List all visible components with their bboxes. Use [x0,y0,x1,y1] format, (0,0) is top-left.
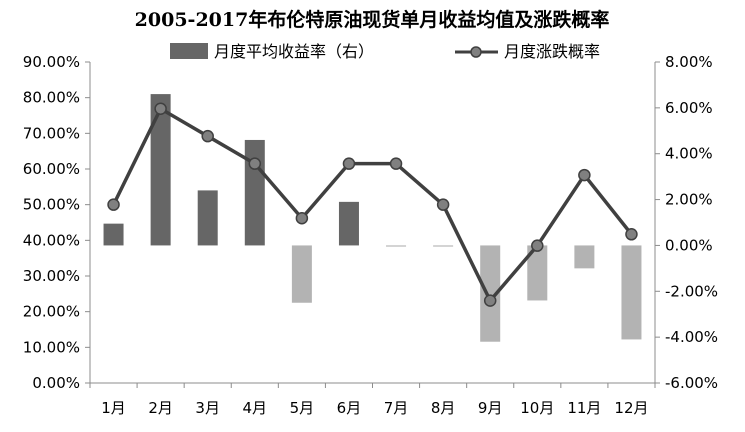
legend-swatch-bar [170,43,208,59]
right-tick-label: 2.00% [665,191,713,209]
chart-title: 2005-2017年布伦特原油现货单月收益均值及涨跌概率 [135,8,610,31]
left-tick-label: 30.00% [23,267,80,285]
bar [433,245,454,247]
x-tick-label: 2月 [148,399,173,417]
bar [386,245,407,247]
legend: 月度平均收益率（右） 月度涨跌概率 [170,42,600,61]
line-point [248,157,262,170]
right-tick-label: 0.00% [665,236,713,254]
left-tick-label: 40.00% [23,231,80,249]
bar [244,139,265,246]
x-tick-label: 11月 [567,399,601,417]
left-tick-label: 60.00% [23,160,80,178]
left-tick-label: 0.00% [32,374,80,392]
bar [291,245,312,303]
line-point [483,294,497,307]
x-tick-label: 10月 [520,399,554,417]
left-tick-label: 50.00% [23,196,80,214]
bar [527,245,548,301]
bar [338,201,359,246]
line-point [436,198,450,211]
right-tick-label: -6.00% [665,374,718,392]
bar [480,245,501,342]
x-tick-label: 7月 [384,399,409,417]
series-line [111,106,633,303]
line-point [389,157,403,170]
right-tick-label: 4.00% [665,145,713,163]
right-tick-label: -4.00% [665,328,718,346]
line-point [531,239,544,252]
x-tick-label: 5月 [290,399,315,417]
right-tick-label: -2.00% [665,282,718,300]
x-tick-label: 1月 [101,399,126,417]
bar [103,223,124,246]
left-tick-label: 80.00% [23,89,80,107]
x-axis-ticks: 1月 2月 3月 4月 5月 6月 7月 8月 9月 10月 11月 12月 [89,383,656,417]
left-tick-label: 70.00% [23,124,80,142]
bar [150,94,171,246]
x-tick-label: 9月 [478,399,503,417]
right-axis-ticks: -6.00% -4.00% -2.00% 0.00% 2.00% 4.00% 6.00% 8.… [655,53,718,392]
legend-label-bar: 月度平均收益率（右） [214,42,374,61]
line-point [625,228,638,241]
legend-marker-line [470,46,482,58]
line-point [578,168,591,182]
bar [574,245,595,269]
bar-series [103,94,642,342]
x-tick-label: 12月 [614,399,648,417]
line-point [201,129,214,143]
line-series [107,102,638,307]
line-point [107,198,120,211]
right-tick-label: 8.00% [665,53,713,71]
left-axis-ticks: 0.00% 10.00% 20.00% 30.00% 40.00% 50.00% 60.00… [23,53,90,392]
line-point [154,102,167,115]
line-point [295,211,309,225]
bar [621,245,642,340]
right-tick-label: 6.00% [665,99,713,117]
left-tick-label: 20.00% [23,303,80,321]
left-tick-label: 90.00% [23,53,80,71]
left-tick-label: 10.00% [23,338,80,356]
x-tick-label: 3月 [195,399,220,417]
bar [197,190,218,246]
x-tick-label: 6月 [337,399,362,417]
legend-label-line: 月度涨跌概率 [504,42,600,61]
x-tick-label: 4月 [243,399,268,417]
line-point [342,157,356,170]
x-tick-label: 8月 [431,399,456,417]
